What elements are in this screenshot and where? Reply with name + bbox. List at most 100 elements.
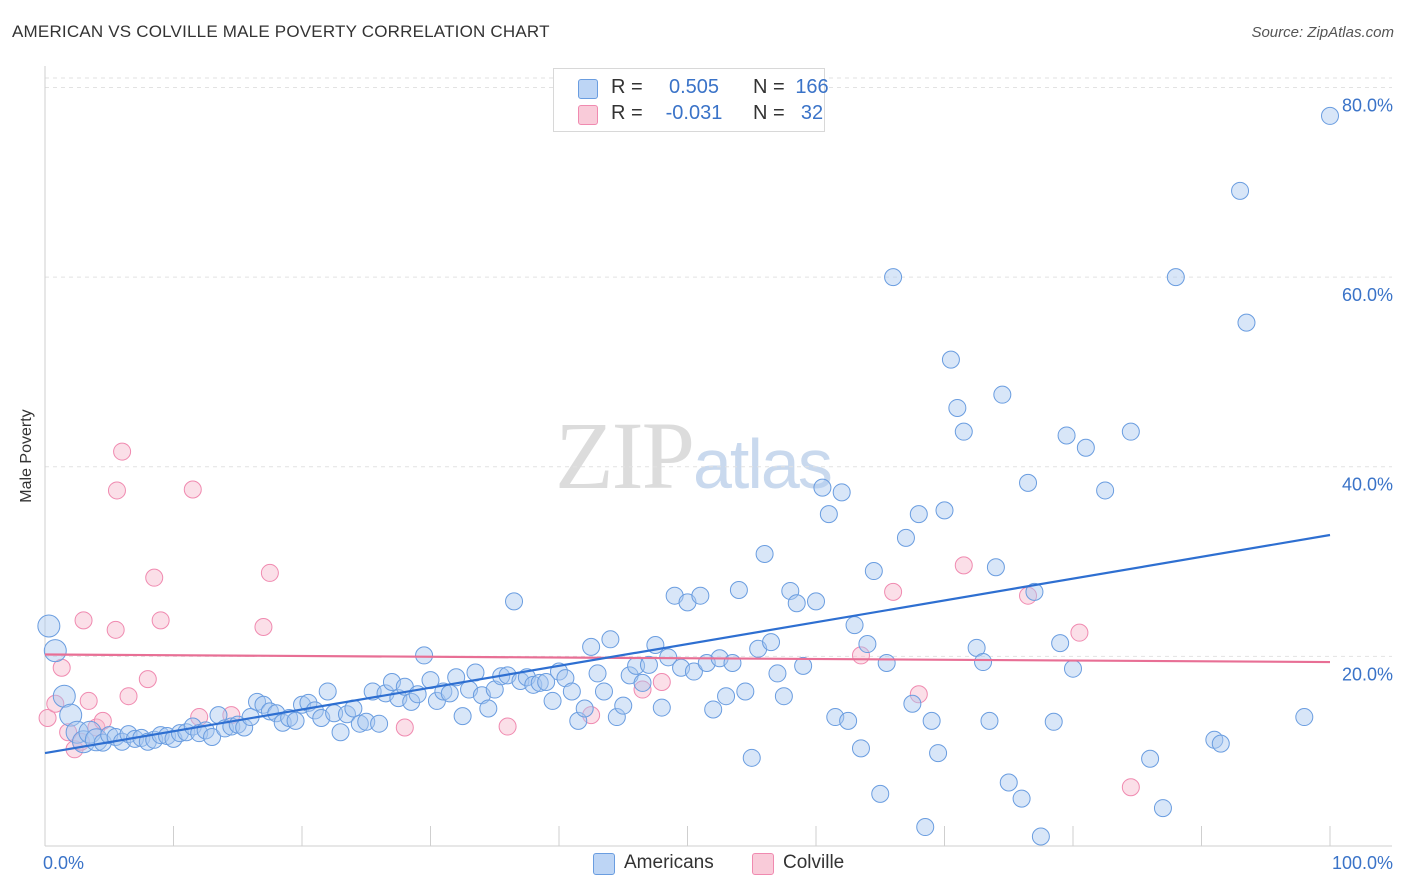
american-point [1051, 634, 1070, 653]
american-point [537, 672, 556, 691]
colville-point [1070, 623, 1089, 642]
colville-point [954, 556, 973, 575]
american-point [980, 711, 999, 730]
american-point [916, 818, 935, 837]
y-tick-label: 40.0% [1342, 475, 1393, 495]
american-point [588, 664, 607, 683]
american-point [286, 711, 305, 730]
american-point [652, 698, 671, 717]
american-point [774, 687, 793, 706]
american-point [1237, 313, 1256, 332]
colville-point [909, 685, 928, 704]
bottom-legend-label-colville: Colville [783, 852, 845, 873]
american-point [993, 385, 1012, 404]
legend-n-value-americans: 166 [795, 76, 829, 98]
legend-r-label: R = [611, 102, 643, 124]
american-point [736, 682, 755, 701]
american-point [1096, 481, 1115, 500]
y-axis-label: Male Poverty [18, 409, 35, 503]
american-point [1321, 106, 1339, 125]
american-point [729, 581, 748, 599]
colville-point [254, 617, 273, 636]
american-point [986, 558, 1005, 577]
american-point [59, 703, 83, 727]
american-point [691, 586, 710, 605]
colville-point [74, 611, 93, 630]
colville-point [190, 708, 209, 727]
colville-point [138, 670, 157, 689]
american-point [254, 695, 273, 714]
american-point [1231, 181, 1250, 200]
watermark: ZIPatlas [555, 400, 833, 511]
american-point [37, 614, 61, 638]
colville-point [151, 611, 170, 630]
american-point [807, 592, 825, 611]
colville-point [183, 480, 202, 499]
american-point [633, 673, 652, 692]
legend-swatch-colville [578, 105, 598, 125]
american-point [639, 655, 658, 674]
american-point [607, 708, 626, 727]
american-point [485, 680, 504, 699]
american-point [1166, 268, 1185, 287]
colville-point [59, 723, 78, 742]
colville-point [79, 691, 98, 710]
x-tick-label: 0.0% [43, 853, 84, 873]
american-point [1064, 659, 1082, 678]
american-point [1025, 582, 1044, 601]
colville-point [1121, 778, 1140, 797]
colville-point [107, 481, 126, 500]
american-point [440, 684, 459, 703]
american-point [768, 664, 787, 683]
american-point [819, 505, 838, 524]
american-point [453, 707, 472, 726]
american-point [684, 662, 703, 681]
colville-point [145, 568, 164, 587]
american-point [331, 723, 350, 742]
american-point [1153, 799, 1172, 818]
colville-point [46, 694, 65, 713]
american-point [614, 696, 633, 715]
american-point [755, 544, 774, 563]
american-point [203, 727, 222, 746]
american-point [948, 398, 967, 417]
american-point [52, 684, 76, 708]
american-point [479, 699, 498, 718]
american-point [909, 505, 928, 524]
y-tick-label: 80.0% [1342, 95, 1393, 115]
american-point [845, 616, 864, 635]
source-label: Source: ZipAtlas.com [1251, 24, 1394, 41]
american-point [402, 692, 421, 711]
legend-n-label: N = [753, 102, 785, 124]
american-point [896, 528, 915, 547]
american-point [1211, 734, 1230, 753]
american-point [556, 669, 575, 688]
american-point [723, 654, 742, 673]
colville-point [498, 717, 517, 736]
american-point [929, 744, 948, 763]
american-point [1019, 473, 1038, 492]
american-point [43, 639, 67, 663]
american-point [903, 694, 922, 713]
american-point [1295, 708, 1314, 727]
american-point [864, 562, 883, 581]
colville-point [119, 687, 138, 706]
american-point [974, 653, 993, 672]
american-point [922, 711, 941, 730]
american-point [877, 654, 896, 673]
american-point [415, 646, 434, 665]
american-trend-line [44, 533, 1331, 755]
american-point [543, 691, 562, 710]
american-point [832, 483, 851, 502]
american-point [1141, 749, 1160, 768]
legend-r-value-americans: 0.505 [668, 76, 720, 98]
american-point [1012, 789, 1031, 808]
american-point [1121, 422, 1140, 441]
american-point [762, 633, 781, 652]
american-point [601, 630, 620, 649]
american-point [1076, 438, 1095, 457]
american-point [318, 682, 337, 701]
bottom-legend-swatch-americans [593, 853, 615, 875]
colville-point [633, 680, 652, 699]
american-point [562, 682, 581, 701]
